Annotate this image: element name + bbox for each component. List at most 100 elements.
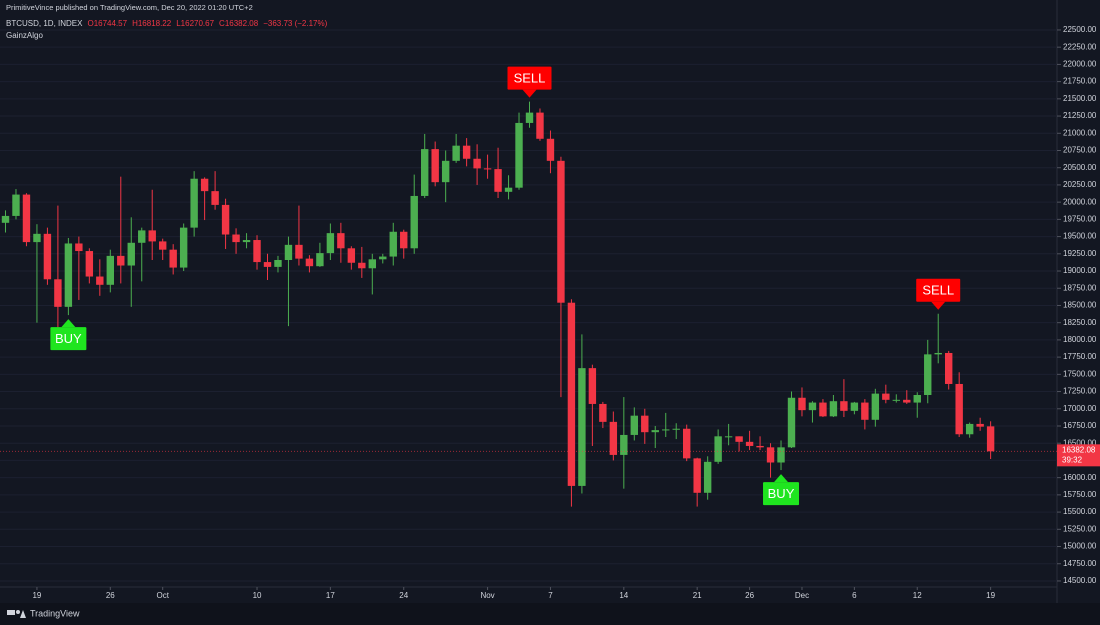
candle-body	[358, 262, 366, 269]
candle	[12, 189, 20, 220]
candle	[609, 411, 618, 461]
candle	[43, 227, 52, 285]
candle	[54, 205, 62, 331]
logo	[7, 610, 26, 618]
y-tick-label: 18500.00	[1063, 301, 1097, 310]
candle-body	[284, 244, 293, 261]
candle	[284, 236, 293, 327]
candle-body	[557, 160, 565, 303]
candle-body	[683, 428, 691, 459]
x-tick-label: 24	[399, 591, 408, 600]
y-tick-label: 20250.00	[1063, 180, 1097, 189]
x-tick-label: 6	[852, 591, 857, 600]
candle-body	[945, 352, 953, 384]
candle-body	[221, 204, 230, 235]
candle-body	[274, 260, 282, 267]
candle-body	[588, 368, 597, 404]
candle	[421, 133, 429, 199]
x-tick-label: 12	[913, 591, 922, 600]
signal-box	[763, 482, 800, 506]
candle-body	[924, 354, 932, 395]
y-tick-label: 17500.00	[1063, 369, 1097, 378]
last-price-label: 16382.08	[1062, 445, 1096, 454]
candle	[787, 391, 796, 449]
candle	[400, 229, 408, 259]
y-tick-label: 18000.00	[1063, 335, 1097, 344]
candle	[221, 198, 230, 249]
x-tick-label: Nov	[480, 591, 494, 600]
candle-body	[368, 259, 376, 269]
candle	[892, 394, 900, 403]
candle-body	[43, 233, 52, 280]
candle	[976, 417, 984, 431]
candle-body	[441, 160, 450, 183]
candle	[75, 236, 83, 300]
signal-arrow	[522, 89, 537, 98]
candle	[389, 222, 397, 266]
last-price-box	[1057, 444, 1100, 467]
candle-body	[819, 402, 827, 417]
candle	[316, 242, 324, 267]
signal-label: BUY	[768, 486, 795, 501]
candle-body	[190, 178, 198, 228]
x-tick-label: 17	[326, 591, 335, 600]
y-tick-label: 17750.00	[1063, 352, 1097, 361]
candle-body	[148, 230, 156, 242]
candle	[159, 238, 167, 261]
candle-body	[242, 240, 251, 243]
x-tick-label: 10	[253, 591, 262, 600]
signal-arrow	[931, 301, 946, 310]
candle-body	[955, 383, 963, 435]
candle	[840, 379, 848, 418]
candle	[861, 399, 869, 430]
candle	[117, 176, 125, 284]
candle-body	[138, 230, 146, 243]
candle	[410, 174, 418, 254]
candle	[578, 334, 586, 494]
candle-body	[33, 233, 41, 243]
candle-body	[630, 415, 638, 435]
candle	[724, 423, 733, 446]
candle-body	[745, 441, 754, 446]
signal-arrow	[61, 319, 76, 328]
candle-body	[462, 145, 471, 159]
x-tick-label: 7	[548, 591, 553, 600]
candle	[483, 154, 492, 179]
candle-body	[483, 168, 492, 170]
candle-body	[169, 249, 177, 268]
footer-bar	[0, 603, 1100, 625]
candle	[263, 253, 272, 280]
candle	[473, 144, 481, 185]
candle	[798, 387, 806, 417]
ohlc-low: L16270.67	[176, 19, 215, 28]
countdown: 39:32	[1062, 455, 1083, 464]
candle-body	[756, 445, 764, 448]
candle-body	[641, 415, 649, 433]
candle	[169, 244, 177, 275]
candle-body	[504, 187, 513, 192]
candle	[641, 408, 649, 444]
candle	[651, 425, 659, 449]
candle-body	[567, 302, 576, 486]
footer-brand: TradingView	[30, 608, 80, 618]
candle-body	[787, 397, 796, 448]
candle-body	[965, 423, 974, 435]
candle-body	[703, 461, 712, 493]
y-tick-label: 16500.00	[1063, 438, 1097, 447]
y-tick-label: 20750.00	[1063, 146, 1097, 155]
candle-body	[431, 149, 439, 183]
candle-body	[347, 248, 356, 263]
symbol: BTCUSD, 1D, INDEX	[6, 19, 83, 28]
candle-body	[735, 436, 743, 442]
candle-body	[473, 158, 481, 169]
candle	[85, 248, 94, 284]
candle	[903, 390, 911, 404]
candle-body	[903, 399, 911, 403]
candle-body	[934, 352, 942, 355]
candle-body	[494, 169, 502, 192]
y-tick-label: 21000.00	[1063, 128, 1097, 137]
candle	[148, 189, 156, 261]
candle-body	[253, 240, 261, 263]
candle-body	[326, 233, 335, 254]
